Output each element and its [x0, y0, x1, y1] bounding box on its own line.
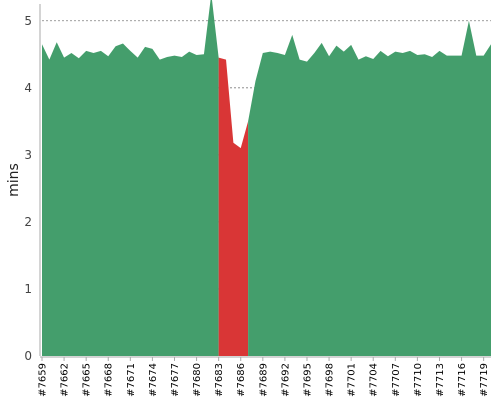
x-tick-label: #7701 — [347, 363, 358, 397]
area-segment-good-0 — [42, 0, 219, 356]
x-tick-label: #7665 — [82, 363, 93, 397]
x-tick-label: #7668 — [104, 363, 115, 397]
x-tick-label: #7671 — [126, 363, 137, 397]
x-tick-label: #7686 — [236, 363, 247, 397]
y-tick-label: 2 — [24, 215, 32, 229]
x-tick-label: #7716 — [457, 363, 468, 397]
area-segment-good-2 — [248, 20, 491, 357]
x-tick-label: #7659 — [38, 363, 49, 397]
y-tick-label: 3 — [24, 148, 32, 162]
area-series — [42, 0, 491, 357]
x-axis: #7659 #7662 #7665 #7668 #7671 #7674 #7677 #7680… — [38, 356, 491, 397]
x-tick-label: #7695 — [302, 363, 313, 397]
x-tick-label: #7680 — [192, 363, 203, 397]
x-tick-label: #7677 — [170, 363, 181, 397]
x-tick-label: #7689 — [258, 363, 269, 397]
x-tick-label: #7683 — [214, 363, 225, 397]
x-tick-label: #7704 — [369, 363, 380, 397]
x-tick-label: #7719 — [479, 363, 490, 397]
x-tick-label: #7662 — [60, 363, 71, 397]
x-tick-label: #7713 — [435, 363, 446, 397]
y-tick-label: 1 — [24, 282, 32, 296]
y-axis-label: mins — [6, 163, 22, 197]
area-segment-bad-1 — [218, 57, 249, 357]
y-axis: 0 1 2 3 4 5 — [24, 4, 41, 363]
y-tick-label: 0 — [24, 349, 32, 363]
x-tick-label: #7707 — [391, 363, 402, 397]
x-tick-label: #7698 — [325, 363, 336, 397]
x-tick-label: #7710 — [413, 363, 424, 397]
x-tick-label: #7692 — [280, 363, 291, 397]
y-tick-label: 4 — [24, 81, 32, 95]
y-tick-label: 5 — [24, 14, 32, 28]
x-tick-label: #7674 — [148, 363, 159, 397]
